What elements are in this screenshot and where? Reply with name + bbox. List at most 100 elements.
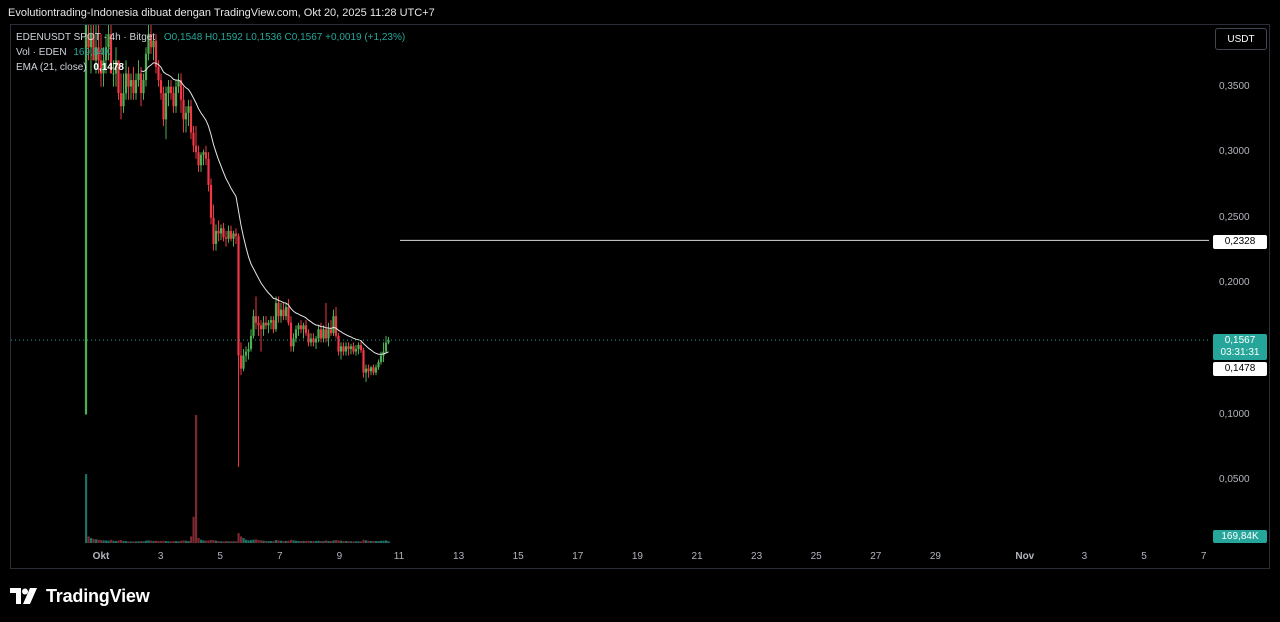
candle-body[interactable] — [252, 316, 255, 336]
candle-body[interactable] — [264, 322, 268, 326]
candle-body[interactable] — [94, 47, 98, 61]
candle-body[interactable] — [227, 230, 230, 239]
candle-body[interactable] — [259, 325, 263, 330]
candle-body[interactable] — [334, 316, 338, 336]
candle-body[interactable] — [172, 93, 175, 107]
candle-body[interactable] — [332, 316, 335, 334]
candle-body[interactable] — [104, 47, 108, 61]
candle-body[interactable] — [352, 346, 355, 352]
candle-body[interactable] — [262, 322, 265, 330]
candle-body[interactable] — [289, 322, 293, 347]
legend-ema-row[interactable]: EMA (21, close) 0,1478 — [16, 62, 124, 73]
candle-body[interactable] — [167, 86, 170, 94]
candle-body[interactable] — [147, 34, 150, 54]
candle-body[interactable] — [364, 368, 368, 373]
candle-body[interactable] — [282, 309, 285, 317]
candle-body[interactable] — [287, 306, 290, 323]
candle-body[interactable] — [204, 152, 208, 159]
candle-body[interactable] — [124, 73, 128, 94]
candle-body[interactable] — [229, 230, 233, 239]
candle-body[interactable] — [159, 80, 163, 94]
candle-body[interactable] — [199, 154, 203, 166]
candle-body[interactable] — [134, 80, 138, 94]
candle-body[interactable] — [272, 320, 275, 330]
candle-body[interactable] — [242, 355, 245, 369]
candle-body[interactable] — [114, 60, 118, 74]
candle-body[interactable] — [387, 340, 390, 343]
candle-body[interactable] — [99, 60, 103, 74]
candle-body[interactable] — [324, 329, 328, 339]
candle-body[interactable] — [249, 335, 253, 349]
candle-body[interactable] — [84, 25, 88, 415]
candle-body[interactable] — [322, 329, 325, 339]
candle-body[interactable] — [87, 34, 90, 48]
candle-body[interactable] — [284, 306, 288, 317]
candle-body[interactable] — [117, 60, 120, 94]
candle-body[interactable] — [207, 158, 210, 185]
candle-body[interactable] — [247, 348, 250, 352]
candle-body[interactable] — [192, 132, 195, 146]
candle-body[interactable] — [304, 325, 308, 334]
candle-body[interactable] — [107, 34, 110, 48]
candle-body[interactable] — [384, 342, 388, 352]
candle-body[interactable] — [137, 73, 140, 81]
candle-body[interactable] — [257, 322, 260, 326]
candle-body[interactable] — [302, 325, 305, 330]
candle-body[interactable] — [217, 230, 220, 234]
candle-body[interactable] — [339, 346, 343, 352]
candle-body[interactable] — [234, 233, 238, 237]
candle-body[interactable] — [89, 34, 93, 48]
candle-body[interactable] — [162, 93, 165, 120]
candle-body[interactable] — [177, 80, 180, 87]
candle-body[interactable] — [214, 230, 218, 245]
candle-body[interactable] — [269, 320, 273, 323]
candle-body[interactable] — [164, 93, 168, 120]
candle-body[interactable] — [327, 329, 330, 339]
candle-body[interactable] — [237, 236, 240, 356]
candle-body[interactable] — [344, 346, 348, 352]
candle-body[interactable] — [144, 53, 148, 81]
candle-body[interactable] — [187, 106, 190, 113]
legend-symbol[interactable]: EDENUSDT SPOT · 4h · Bitget — [16, 32, 156, 43]
candle-body[interactable] — [224, 237, 228, 239]
candle-body[interactable] — [274, 303, 278, 330]
candle-body[interactable] — [329, 329, 333, 334]
candle-body[interactable] — [379, 355, 383, 363]
candle-body[interactable] — [337, 335, 340, 352]
candle-body[interactable] — [169, 86, 173, 94]
candle-body[interactable] — [194, 145, 198, 153]
candle-body[interactable] — [307, 333, 310, 343]
candle-body[interactable] — [154, 40, 158, 67]
candle-body[interactable] — [312, 338, 315, 343]
candle-body[interactable] — [197, 152, 200, 166]
candle-body[interactable] — [132, 80, 135, 94]
candle-body[interactable] — [279, 309, 283, 317]
candle-body[interactable] — [232, 233, 235, 239]
candle-body[interactable] — [254, 316, 258, 323]
candle-body[interactable] — [359, 345, 363, 351]
candle-body[interactable] — [219, 228, 223, 234]
candle-body[interactable] — [369, 367, 373, 372]
currency-button[interactable]: USDT — [1215, 28, 1267, 50]
candle-body[interactable] — [142, 80, 145, 94]
candle-body[interactable] — [317, 329, 320, 339]
candle-body[interactable] — [362, 350, 365, 373]
candle-body[interactable] — [292, 338, 295, 347]
candle-body[interactable] — [149, 34, 153, 48]
candle-body[interactable] — [319, 329, 323, 339]
candle-body[interactable] — [129, 80, 133, 87]
candle-body[interactable] — [357, 345, 360, 349]
candle-body[interactable] — [349, 346, 353, 349]
candle-body[interactable] — [122, 93, 125, 107]
candle-body[interactable] — [277, 303, 280, 317]
candle-body[interactable] — [297, 325, 300, 330]
candle-body[interactable] — [189, 106, 193, 133]
candle-body[interactable] — [212, 217, 215, 245]
candle-body[interactable] — [239, 355, 243, 369]
candle-body[interactable] — [179, 80, 183, 100]
candle-body[interactable] — [184, 112, 188, 120]
candle-body[interactable] — [139, 73, 143, 94]
candle-body[interactable] — [112, 73, 115, 75]
candle-body[interactable] — [157, 66, 160, 81]
